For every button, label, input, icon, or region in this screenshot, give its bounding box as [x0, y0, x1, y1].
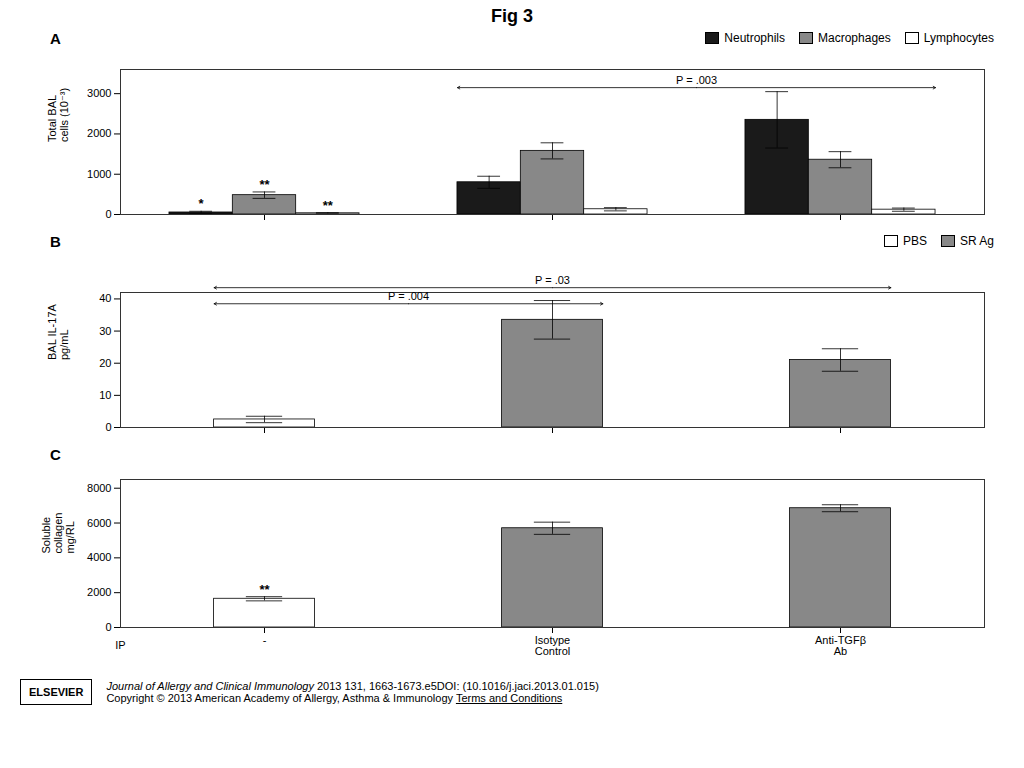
html-text:Neutrophils: Neutrophils: [724, 31, 785, 45]
svg-text:3000: 3000: [87, 87, 111, 99]
svg-text:0: 0: [105, 621, 111, 633]
html-text:Macrophages: Macrophages: [818, 31, 891, 45]
svg-text:IsotypeControl: IsotypeControl: [535, 634, 570, 657]
svg-text:P = .004: P = .004: [388, 290, 429, 302]
svg-text:0: 0: [105, 421, 111, 433]
svg-text:-: -: [263, 634, 267, 646]
svg-text:2000: 2000: [87, 586, 111, 598]
svg-text:Anti-TGFβAb: Anti-TGFβAb: [815, 634, 866, 657]
html-text:A: A: [50, 29, 61, 47]
html-text:SR Ag: SR Ag: [960, 234, 994, 248]
svg-text:P = .03: P = .03: [535, 274, 570, 286]
svg-text:30: 30: [99, 325, 111, 337]
svg-text:40: 40: [99, 292, 111, 304]
html-text:C: C: [50, 445, 61, 463]
html-text:PBS: PBS: [903, 234, 927, 248]
html-text:Fig 3: Fig 3: [491, 6, 533, 26]
svg-text:Solublecollagenmg/RL: Solublecollagenmg/RL: [40, 513, 76, 554]
html-text:Lymphocytes: Lymphocytes: [923, 31, 994, 45]
svg-text:**: **: [259, 582, 270, 597]
svg-text:1000: 1000: [87, 168, 111, 180]
svg-text:20: 20: [99, 357, 111, 369]
svg-text:0: 0: [105, 208, 111, 220]
svg-text:6000: 6000: [87, 517, 111, 529]
svg-text:Total BALcells (10⁻³): Total BALcells (10⁻³): [46, 88, 70, 142]
html-text:Copyright © 2013 American Acad: Copyright © 2013 American Academy of All…: [106, 692, 563, 704]
svg-text:2000: 2000: [87, 127, 111, 139]
svg-text:P = .003: P = .003: [676, 74, 717, 86]
html-text:ELSEVIER: ELSEVIER: [29, 686, 84, 698]
svg-text:8000: 8000: [87, 482, 111, 494]
svg-text:IP: IP: [115, 639, 125, 651]
svg-text:BAL IL-17Apg/mL: BAL IL-17Apg/mL: [46, 303, 70, 360]
html-text:B: B: [50, 232, 61, 250]
svg-text:4000: 4000: [87, 551, 111, 563]
html-text:Journal of Allergy and Clinica: Journal of Allergy and Clinical Immunolo…: [106, 680, 599, 692]
svg-text:**: **: [323, 198, 334, 213]
svg-text:**: **: [259, 177, 270, 192]
svg-text:*: *: [199, 196, 205, 211]
svg-text:10: 10: [99, 389, 111, 401]
